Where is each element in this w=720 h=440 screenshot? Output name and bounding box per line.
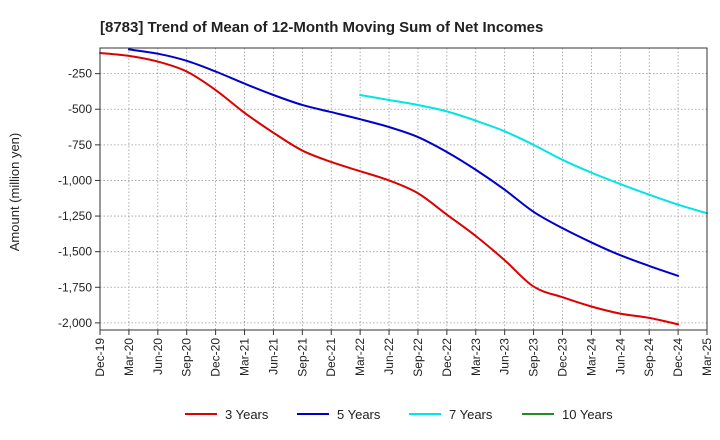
x-tick-label: Jun-24 <box>613 338 627 375</box>
x-tick-labels: Dec-19 Mar-20 Jun-20 Sep-20 Dec-20 Mar-21 Jun-… <box>93 338 714 377</box>
x-tick-label: Mar-24 <box>584 338 598 376</box>
x-tick-label: Mar-22 <box>353 338 367 376</box>
y-tick-label: -1,500 <box>58 245 92 259</box>
x-tick-label: Mar-21 <box>238 338 252 376</box>
axes <box>95 47 708 335</box>
y-tick-labels: -250 -500 -750 -1,000 -1,250 -1,500 -1,750 -2,0… <box>58 67 92 330</box>
legend-label-7-years: 7 Years <box>449 407 493 422</box>
x-tick-label: Dec-23 <box>555 338 569 377</box>
plot-background <box>100 48 707 330</box>
series-line-5-years <box>127 48 680 277</box>
plot-area <box>100 48 707 330</box>
x-tick-label: Mar-25 <box>700 338 714 376</box>
y-tick-label: -250 <box>68 67 92 81</box>
x-tick-label: Dec-24 <box>671 338 685 377</box>
legend-label-5-years: 5 Years <box>337 407 381 422</box>
y-axis-label: Amount (million yen) <box>7 133 22 252</box>
chart-title: [8783] Trend of Mean of 12-Month Moving … <box>100 19 543 36</box>
x-tick-label: Sep-20 <box>180 338 194 377</box>
y-tick-label: -2,000 <box>58 316 92 330</box>
series-line-7-years <box>359 94 708 215</box>
x-tick-label: Sep-23 <box>527 338 541 377</box>
x-tick-label: Jun-20 <box>151 338 165 375</box>
x-tick-label: Sep-24 <box>642 338 656 377</box>
y-tick-label: -1,250 <box>58 209 92 223</box>
x-tick-label: Jun-21 <box>266 338 280 375</box>
plot-frame <box>99 47 708 331</box>
x-tick-label: Sep-22 <box>411 338 425 377</box>
legend-label-3-years: 3 Years <box>225 407 269 422</box>
x-tick-label: Sep-21 <box>295 338 309 377</box>
x-tick-label: Dec-19 <box>93 338 107 377</box>
y-tick-label: -1,000 <box>58 173 92 187</box>
y-tick-label: -500 <box>68 102 92 116</box>
x-tick-label: Mar-23 <box>469 338 483 376</box>
y-tick-label: -750 <box>68 138 92 152</box>
legend: 3 Years 5 Years 7 Years 10 Years <box>185 407 613 422</box>
legend-label-10-years: 10 Years <box>562 407 613 422</box>
series-lines <box>99 48 708 326</box>
series-line-3-years <box>99 51 680 326</box>
x-tick-label: Mar-20 <box>122 338 136 376</box>
x-tick-label: Jun-22 <box>382 338 396 375</box>
x-tick-label: Dec-21 <box>324 338 338 377</box>
x-tick-label: Dec-20 <box>209 338 223 377</box>
x-tick-label: Jun-23 <box>498 338 512 375</box>
y-tick-label: -1,750 <box>58 280 92 294</box>
x-tick-label: Dec-22 <box>440 338 454 377</box>
